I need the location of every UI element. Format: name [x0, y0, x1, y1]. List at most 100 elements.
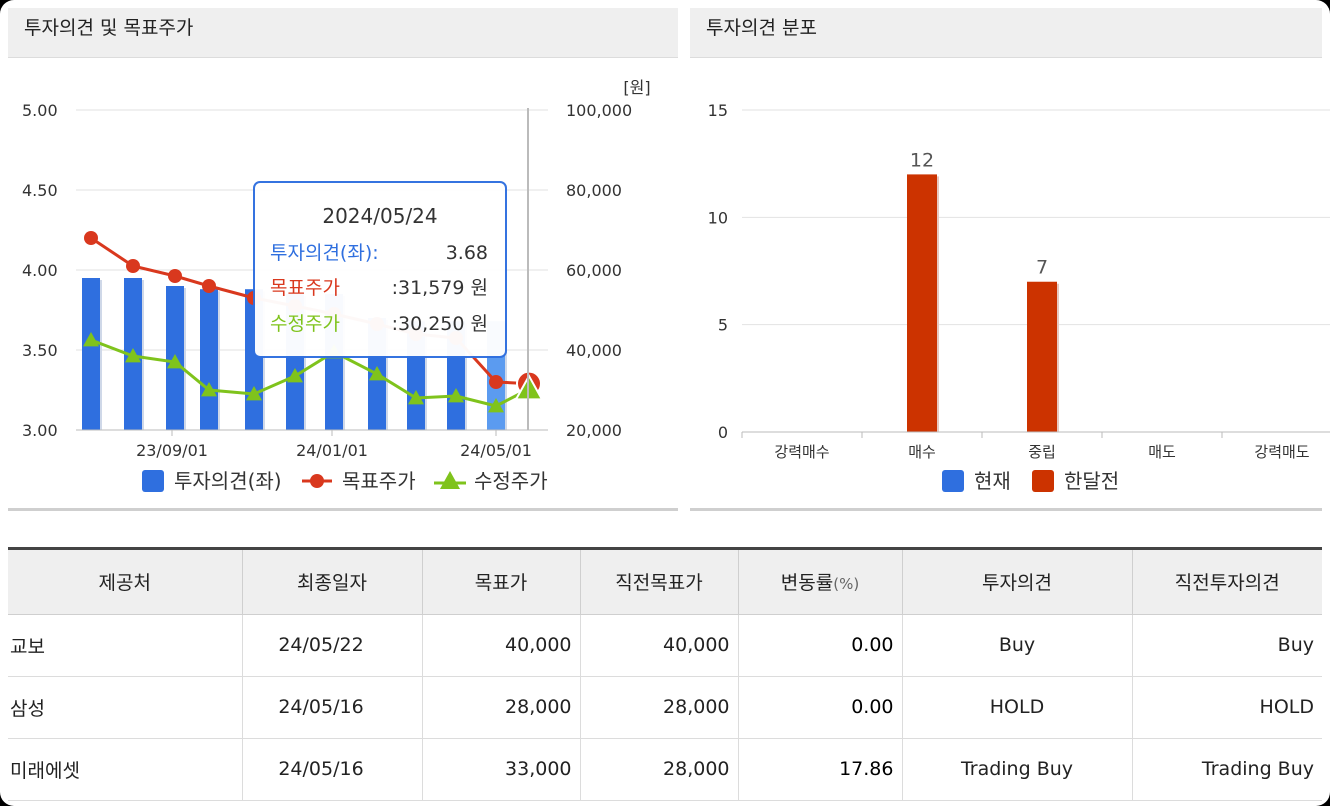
adjusted-price-line	[90, 338, 530, 408]
y-right-tick-label: 20,000	[566, 421, 622, 440]
tooltip-adj-label: 수정주가	[270, 313, 340, 335]
legend-swatch-prev	[1032, 470, 1054, 492]
x-tick-label: 매도	[1148, 443, 1176, 461]
opinion-target-price-chart[interactable]: 3.00 3.50 4.00 4.50 5.00 20,000 40,000 60,000 80…	[0, 60, 680, 510]
cell-change-rate: 0.00	[738, 614, 903, 677]
cell-prev-target-price: 28,000	[580, 676, 739, 739]
target-price-point	[84, 231, 98, 245]
cell-provider: 삼성	[8, 676, 243, 739]
header-target-price[interactable]: 목표가	[422, 550, 581, 615]
cell-prev-opinion: Buy	[1132, 614, 1322, 677]
cell-opinion: Buy	[902, 614, 1133, 677]
opinion-bar	[82, 278, 100, 430]
adjusted-price-point	[369, 366, 385, 381]
target-price-point	[202, 279, 216, 293]
tooltip-target-label: 목표주가	[270, 277, 340, 299]
x-tick-label: 강력매수	[774, 443, 829, 461]
cell-target-price: 28,000	[422, 676, 581, 739]
prev-month-bar	[907, 174, 937, 432]
legend-swatch-adjusted	[440, 471, 460, 489]
target-price-point	[489, 375, 503, 389]
table-row: 삼성 24/05/16 28,000 28,000 0.00 HOLD HOLD	[8, 676, 1322, 739]
right-panel-bottom-border	[690, 508, 1322, 511]
y-tick-label: 5	[718, 316, 728, 335]
y-right-tick-label: 60,000	[566, 261, 622, 280]
bar-data-label: 7	[1036, 257, 1048, 279]
cell-last-date: 24/05/16	[242, 676, 423, 739]
cell-last-date: 24/05/22	[242, 614, 423, 677]
adjusted-price-point	[201, 382, 217, 397]
cell-target-price: 40,000	[422, 614, 581, 677]
legend-swatch-opinion	[142, 470, 164, 492]
y-left-tick-label: 4.50	[22, 181, 58, 200]
left-panel-title: 투자의견 및 목표주가	[8, 8, 678, 58]
ratings-table: 제공처 최종일자 목표가 직전목표가 변동률(%) 투자의견 직전투자의견 교보…	[8, 550, 1322, 801]
y-right-tick-label: 80,000	[566, 181, 622, 200]
cell-opinion: HOLD	[902, 676, 1133, 739]
adjusted-price-point	[167, 354, 183, 369]
cell-provider: 미래에셋	[8, 738, 243, 801]
cell-last-date: 24/05/16	[242, 738, 423, 801]
legend-swatch-target	[310, 474, 324, 488]
header-change-rate[interactable]: 변동률(%)	[738, 550, 903, 615]
cell-prev-target-price: 40,000	[580, 614, 739, 677]
adjusted-price-point	[287, 368, 303, 383]
cell-prev-opinion: Trading Buy	[1132, 738, 1322, 801]
y-left-tick-label: 3.00	[22, 421, 58, 440]
y-right-tick-label: 40,000	[566, 341, 622, 360]
table-header-row: 제공처 최종일자 목표가 직전목표가 변동률(%) 투자의견 직전투자의견	[8, 550, 1322, 615]
adjusted-price-point	[448, 388, 464, 403]
header-prev-target-price[interactable]: 직전목표가	[580, 550, 739, 615]
cell-prev-opinion: HOLD	[1132, 676, 1322, 739]
legend-label-current: 현재	[974, 469, 1011, 493]
table-row: 교보 24/05/22 40,000 40,000 0.00 Buy Buy	[8, 614, 1322, 677]
legend-label-target: 목표주가	[342, 469, 416, 493]
bar-data-label: 12	[910, 149, 934, 171]
x-tick-label: 강력매도	[1254, 443, 1309, 461]
target-price-point	[168, 269, 182, 283]
y-left-tick-label: 5.00	[22, 101, 58, 120]
adjusted-price-point	[408, 390, 424, 405]
table-row: 미래에셋 24/05/16 33,000 28,000 17.86 Trading Buy…	[8, 738, 1322, 801]
x-tick-label: 중립	[1028, 443, 1056, 461]
tooltip-opinion-label: 투자의견(좌):	[270, 242, 379, 264]
tooltip-date: 2024/05/24	[322, 204, 437, 228]
header-provider[interactable]: 제공처	[8, 550, 243, 615]
y-tick-label: 0	[718, 423, 728, 442]
cell-prev-target-price: 28,000	[580, 738, 739, 801]
header-change-rate-label: 변동률	[780, 572, 834, 595]
prev-month-bar	[1027, 281, 1057, 432]
header-prev-opinion[interactable]: 직전투자의견	[1132, 550, 1322, 615]
cell-provider: 교보	[8, 614, 243, 677]
left-panel-bottom-border	[8, 508, 678, 511]
header-opinion[interactable]: 투자의견	[902, 550, 1133, 615]
x-tick-label: 23/09/01	[136, 441, 208, 460]
cell-change-rate: 0.00	[738, 676, 903, 739]
header-change-rate-unit: (%)	[833, 575, 860, 594]
x-tick-label: 24/05/01	[460, 441, 532, 460]
adjusted-price-point	[125, 348, 141, 363]
adjusted-price-point	[246, 386, 262, 401]
y-tick-label: 15	[708, 101, 728, 120]
y-left-tick-label: 3.50	[22, 341, 58, 360]
y-left-tick-label: 4.00	[22, 261, 58, 280]
cell-target-price: 33,000	[422, 738, 581, 801]
legend-label-opinion: 투자의견(좌)	[174, 469, 282, 493]
adjusted-price-point	[488, 398, 504, 413]
legend-label-prev: 한달전	[1064, 469, 1119, 493]
cell-change-rate: 17.86	[738, 738, 903, 801]
legend-label-adjusted: 수정주가	[474, 469, 548, 493]
legend-swatch-current	[942, 470, 964, 492]
header-last-date[interactable]: 최종일자	[242, 550, 423, 615]
tooltip-adj-value: :30,250 원	[392, 313, 488, 335]
right-panel-title: 투자의견 분포	[690, 8, 1322, 58]
table-top-border	[8, 547, 1322, 550]
tooltip-opinion-value: 3.68	[446, 242, 488, 264]
y-tick-label: 10	[708, 208, 728, 227]
y-right-tick-label: 100,000	[566, 101, 632, 120]
target-price-point	[126, 259, 140, 273]
x-tick-label: 매수	[908, 443, 936, 461]
x-tick-label: 24/01/01	[296, 441, 368, 460]
opinion-distribution-chart[interactable]: 12 7 0 5 10 15 강력매수 매수 중립 매도 강력매도 현재 한달전	[690, 60, 1330, 510]
